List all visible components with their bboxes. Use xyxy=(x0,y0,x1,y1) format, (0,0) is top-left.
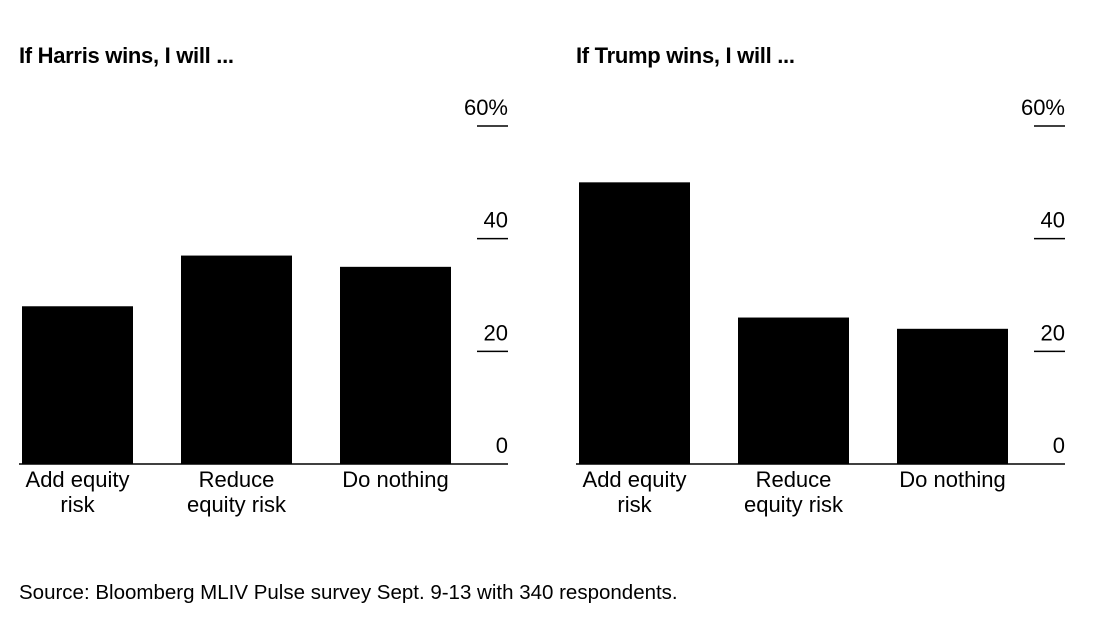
y-tick-label: 60% xyxy=(1021,95,1065,120)
source-note: Source: Bloomberg MLIV Pulse survey Sept… xyxy=(19,581,678,604)
y-tick-label: 20 xyxy=(1041,320,1065,345)
chart-trump: If Trump wins, I will ... 0 20 40 60% Add equ… xyxy=(576,43,1065,517)
y-tick-label: 0 xyxy=(1053,433,1065,458)
bar-trump-2 xyxy=(738,317,849,464)
category-label: Reduce equity risk xyxy=(744,467,844,517)
y-tick-label: 40 xyxy=(1041,208,1065,233)
bar-harris-3 xyxy=(340,266,451,464)
chart-harris: If Harris wins, I will ... 0 20 40 60% Add eq… xyxy=(19,43,508,517)
y-tick-label: 60% xyxy=(464,95,508,120)
y-tick-label: 0 xyxy=(496,433,508,458)
category-label: Do nothing xyxy=(899,467,1005,492)
category-label: Do nothing xyxy=(342,467,448,492)
chart-title-harris: If Harris wins, I will ... xyxy=(19,43,234,68)
bar-harris-1 xyxy=(22,306,133,464)
category-label: Add equity risk xyxy=(583,467,687,517)
y-tick-label: 20 xyxy=(484,320,508,345)
bar-harris-2 xyxy=(181,255,292,464)
chart-title-trump: If Trump wins, I will ... xyxy=(576,43,795,68)
y-tick-label: 40 xyxy=(484,208,508,233)
bar-trump-1 xyxy=(579,182,690,465)
bar-trump-3 xyxy=(897,328,1008,464)
category-label: Add equity risk xyxy=(26,467,130,517)
category-label: Reduce equity risk xyxy=(187,467,287,517)
